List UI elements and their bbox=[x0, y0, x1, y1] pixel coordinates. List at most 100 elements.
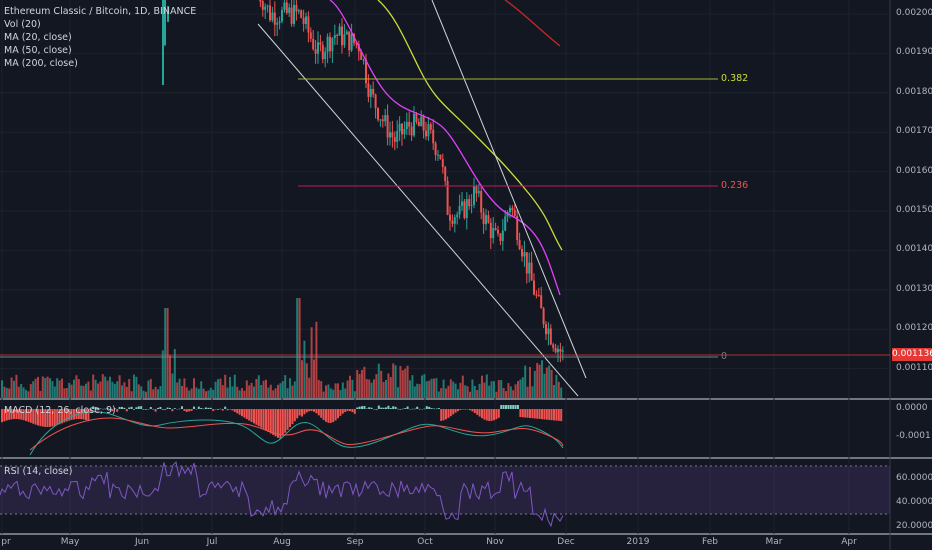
macd-histogram-bar bbox=[13, 409, 15, 420]
candle bbox=[425, 130, 427, 137]
candle bbox=[343, 34, 346, 46]
candle bbox=[353, 33, 355, 43]
macd-histogram-bar bbox=[253, 409, 255, 424]
volume-bar bbox=[483, 382, 486, 398]
candle bbox=[446, 181, 449, 215]
rsi-line bbox=[0, 460, 564, 528]
macd-histogram-bar bbox=[161, 409, 164, 410]
macd-histogram-bar bbox=[404, 408, 407, 409]
volume-bar bbox=[293, 381, 296, 398]
candle bbox=[302, 17, 305, 24]
volume-bar bbox=[490, 381, 493, 398]
volume-bar bbox=[193, 378, 195, 398]
volume-bar bbox=[445, 388, 447, 398]
volume-bar bbox=[183, 378, 186, 398]
candle bbox=[513, 209, 516, 217]
volume-bar bbox=[185, 387, 188, 398]
candle bbox=[309, 32, 312, 39]
macd-histogram-bar bbox=[469, 409, 471, 411]
macd-histogram-bar bbox=[315, 409, 318, 414]
volume-bar bbox=[421, 375, 423, 398]
macd-histogram-bar bbox=[502, 405, 505, 409]
candle bbox=[273, 12, 276, 25]
macd-histogram-bar bbox=[193, 406, 195, 409]
macd-histogram-bar bbox=[118, 406, 121, 409]
macd-histogram-bar bbox=[137, 406, 140, 409]
candle bbox=[521, 249, 523, 257]
candle bbox=[413, 113, 415, 136]
volume-bar bbox=[51, 381, 54, 398]
time-axis-tick: Jul bbox=[206, 537, 218, 547]
candle bbox=[164, 0, 166, 46]
candle bbox=[530, 262, 533, 281]
macd-histogram-bar bbox=[169, 407, 171, 409]
macd-histogram-bar bbox=[329, 409, 332, 423]
candle bbox=[444, 167, 447, 182]
volume-bar bbox=[452, 381, 455, 398]
macd-histogram-bar bbox=[61, 409, 63, 424]
macd-histogram-bar bbox=[447, 409, 450, 418]
candle bbox=[408, 121, 411, 127]
candle bbox=[535, 294, 538, 296]
macd-histogram-bar bbox=[22, 409, 25, 421]
macd-histogram-bar bbox=[121, 406, 123, 409]
candle bbox=[336, 34, 339, 36]
macd-histogram-bar bbox=[157, 407, 159, 409]
volume-bar bbox=[533, 370, 536, 398]
volume-bar bbox=[169, 355, 171, 398]
volume-bar bbox=[250, 382, 253, 398]
macd-histogram-bar bbox=[10, 409, 13, 420]
volume-bar bbox=[219, 378, 222, 398]
macd-histogram-bar bbox=[183, 409, 186, 411]
volume-bar bbox=[145, 391, 147, 398]
macd-histogram-bar bbox=[133, 409, 135, 410]
macd-histogram-bar bbox=[41, 409, 44, 427]
macd-histogram-bar bbox=[68, 409, 71, 421]
volume-bar bbox=[195, 387, 198, 398]
macd-histogram-bar bbox=[113, 408, 116, 409]
candle bbox=[489, 222, 492, 239]
macd-histogram-bar bbox=[212, 409, 215, 412]
macd-histogram-bar bbox=[32, 409, 35, 424]
legend-ma50: MA (50, close) bbox=[4, 45, 72, 56]
macd-histogram-bar bbox=[125, 409, 128, 412]
macd-histogram-bar bbox=[363, 406, 366, 409]
macd-histogram-bar bbox=[46, 409, 49, 427]
macd-histogram-bar bbox=[320, 409, 323, 418]
macd-histogram-bar bbox=[509, 405, 512, 409]
macd-histogram-bar bbox=[440, 409, 443, 421]
candle bbox=[288, 7, 291, 13]
candle bbox=[261, 1, 264, 10]
macd-histogram-bar bbox=[257, 409, 260, 427]
time-axis-tick: May bbox=[60, 537, 80, 547]
candle bbox=[314, 49, 317, 54]
candle bbox=[473, 186, 475, 205]
macd-histogram-bar bbox=[435, 408, 438, 410]
candle bbox=[552, 344, 555, 348]
volume-bar bbox=[473, 385, 476, 398]
volume-bar bbox=[389, 377, 392, 398]
volume-bar bbox=[255, 379, 258, 398]
candle bbox=[283, 2, 286, 10]
macd-histogram-bar bbox=[49, 409, 51, 427]
candle bbox=[317, 42, 319, 54]
volume-bar bbox=[197, 388, 200, 398]
volume-bar bbox=[385, 379, 387, 398]
candle bbox=[422, 116, 425, 131]
volume-bar bbox=[25, 389, 27, 398]
macd-histogram-bar bbox=[399, 409, 402, 410]
candle bbox=[295, 4, 298, 12]
volume-bar bbox=[356, 370, 359, 398]
candle bbox=[259, 0, 262, 2]
candle bbox=[360, 51, 363, 60]
macd-histogram-bar bbox=[75, 409, 78, 420]
macd-histogram-bar bbox=[56, 409, 59, 426]
candle bbox=[540, 295, 543, 309]
macd-histogram-bar bbox=[166, 407, 169, 409]
volume-bar bbox=[63, 388, 66, 398]
macd-histogram-bar bbox=[296, 409, 299, 419]
candle bbox=[381, 119, 384, 122]
volume-bar bbox=[212, 389, 215, 398]
